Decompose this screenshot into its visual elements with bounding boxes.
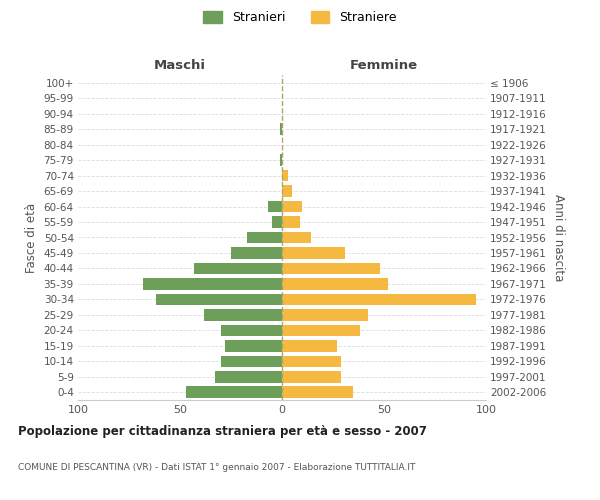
Bar <box>282 262 380 274</box>
Legend: Stranieri, Straniere: Stranieri, Straniere <box>203 11 397 24</box>
Bar <box>280 124 282 135</box>
Text: Maschi: Maschi <box>154 59 206 72</box>
Bar <box>221 324 282 336</box>
Bar <box>155 294 282 305</box>
Bar <box>282 324 359 336</box>
Bar <box>282 386 353 398</box>
Text: Popolazione per cittadinanza straniera per età e sesso - 2007: Popolazione per cittadinanza straniera p… <box>18 425 427 438</box>
Bar <box>282 200 302 212</box>
Bar <box>280 154 282 166</box>
Bar <box>194 262 282 274</box>
Bar <box>282 371 341 382</box>
Bar <box>282 247 345 259</box>
Bar <box>282 186 292 197</box>
Bar <box>247 232 282 243</box>
Bar <box>231 247 282 259</box>
Bar <box>282 356 341 367</box>
Y-axis label: Fasce di età: Fasce di età <box>25 202 38 272</box>
Bar <box>282 216 301 228</box>
Text: Femmine: Femmine <box>350 59 418 72</box>
Bar <box>221 356 282 367</box>
Bar <box>186 386 282 398</box>
Bar <box>272 216 282 228</box>
Bar <box>282 278 388 289</box>
Text: COMUNE DI PESCANTINA (VR) - Dati ISTAT 1° gennaio 2007 - Elaborazione TUTTITALIA: COMUNE DI PESCANTINA (VR) - Dati ISTAT 1… <box>18 463 415 472</box>
Bar <box>282 309 368 320</box>
Bar <box>215 371 282 382</box>
Bar <box>268 200 282 212</box>
Bar <box>282 232 311 243</box>
Bar <box>282 294 476 305</box>
Bar <box>282 170 288 181</box>
Y-axis label: Anni di nascita: Anni di nascita <box>553 194 565 281</box>
Bar <box>143 278 282 289</box>
Bar <box>205 309 282 320</box>
Bar <box>225 340 282 351</box>
Bar <box>282 340 337 351</box>
